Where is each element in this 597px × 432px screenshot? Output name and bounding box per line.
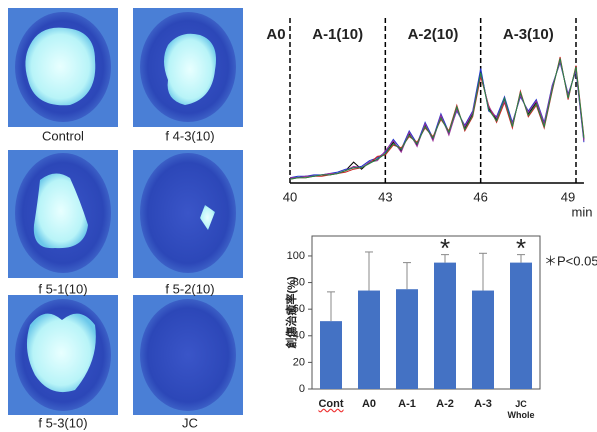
significance-note: ＊P<0.05: [544, 253, 597, 268]
wound: [26, 313, 96, 393]
x-tick-label: A0: [361, 398, 377, 410]
wound: [164, 33, 216, 105]
x-tick-label: 43: [378, 189, 392, 204]
wound: [33, 173, 88, 249]
region-label: A0: [266, 26, 285, 43]
photo-caption: f 5-2(10): [165, 281, 214, 296]
wound-plate: [140, 153, 236, 273]
region-label: A-1(10): [312, 26, 363, 43]
trace: [290, 59, 585, 179]
x-tick-label: A-3: [474, 398, 492, 410]
plot-frame: [311, 235, 541, 390]
region-label: A-2(10): [408, 26, 459, 43]
photo-caption: f 5-3(10): [38, 415, 87, 430]
wound: [200, 205, 215, 230]
bar: [510, 262, 532, 389]
photo-caption: JC: [182, 415, 198, 430]
region-label: A-3(10): [503, 26, 554, 43]
wound: [25, 27, 96, 106]
x-axis-label: min: [572, 204, 593, 219]
x-tick-label: Cont: [318, 398, 344, 410]
significance-mark: *: [440, 233, 450, 263]
trace: [289, 60, 585, 179]
y-tick-label: 80: [293, 276, 305, 288]
significance-mark: *: [516, 233, 526, 263]
y-tick-label: 40: [293, 330, 305, 342]
y-axis-label: 創傷治癒率(%): [284, 276, 298, 349]
trace: [289, 58, 585, 180]
bar: [396, 289, 418, 389]
photo-caption: f 5-1(10): [38, 281, 87, 296]
photo-caption: Control: [42, 128, 84, 143]
trace: [289, 56, 585, 180]
x-tick-label: 40: [283, 189, 297, 204]
x-tick-label: A-1: [398, 398, 416, 410]
x-tick-label: 49: [561, 189, 575, 204]
y-tick-label: 100: [287, 250, 305, 262]
bar: [358, 290, 380, 389]
photos: [8, 8, 243, 415]
x-tick-label: A-2: [436, 398, 454, 410]
y-tick-label: 0: [299, 383, 305, 395]
trace: [290, 59, 585, 179]
x-tick-label: 46: [473, 189, 487, 204]
bar: [472, 290, 494, 389]
y-tick-label: 60: [293, 303, 305, 315]
x-tick-label: JC Whole: [507, 399, 535, 420]
bar: [320, 321, 342, 389]
photo-caption: f 4-3(10): [165, 128, 214, 143]
y-tick-label: 20: [293, 356, 305, 368]
wound-plate: [140, 299, 236, 411]
bar: [434, 262, 456, 389]
